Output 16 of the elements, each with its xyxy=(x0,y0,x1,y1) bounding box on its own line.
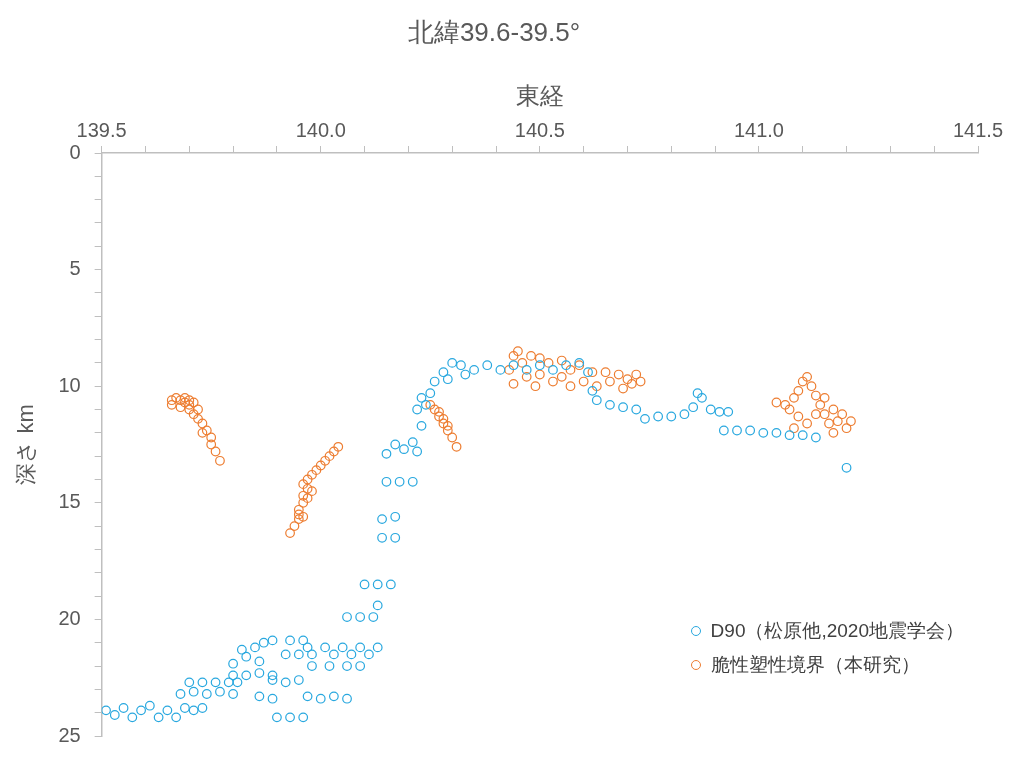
x-tick-label: 141.5 xyxy=(952,118,1004,141)
y-axis-title: 深さ km xyxy=(13,404,39,485)
x-axis-title: 東経 xyxy=(515,82,564,110)
y-tick-label: 15 xyxy=(58,490,81,513)
x-tick-label: 141.0 xyxy=(733,118,784,141)
y-tick-label: 20 xyxy=(58,606,81,629)
y-tick-label: 0 xyxy=(69,140,81,163)
y-tick-label: 25 xyxy=(58,723,81,746)
chart-title: 北緯39.6-39.5° xyxy=(407,16,581,47)
y-tick-label: 10 xyxy=(58,373,81,396)
legend-label: D90（松原他,2020地震学会） xyxy=(710,619,964,643)
legend-label: 脆性塑性境界（本研究） xyxy=(710,653,920,677)
x-tick-label: 140.5 xyxy=(514,118,565,141)
y-tick-label: 5 xyxy=(69,257,81,280)
x-tick-label: 140.0 xyxy=(295,118,346,141)
x-tick-label: 139.5 xyxy=(76,118,127,141)
